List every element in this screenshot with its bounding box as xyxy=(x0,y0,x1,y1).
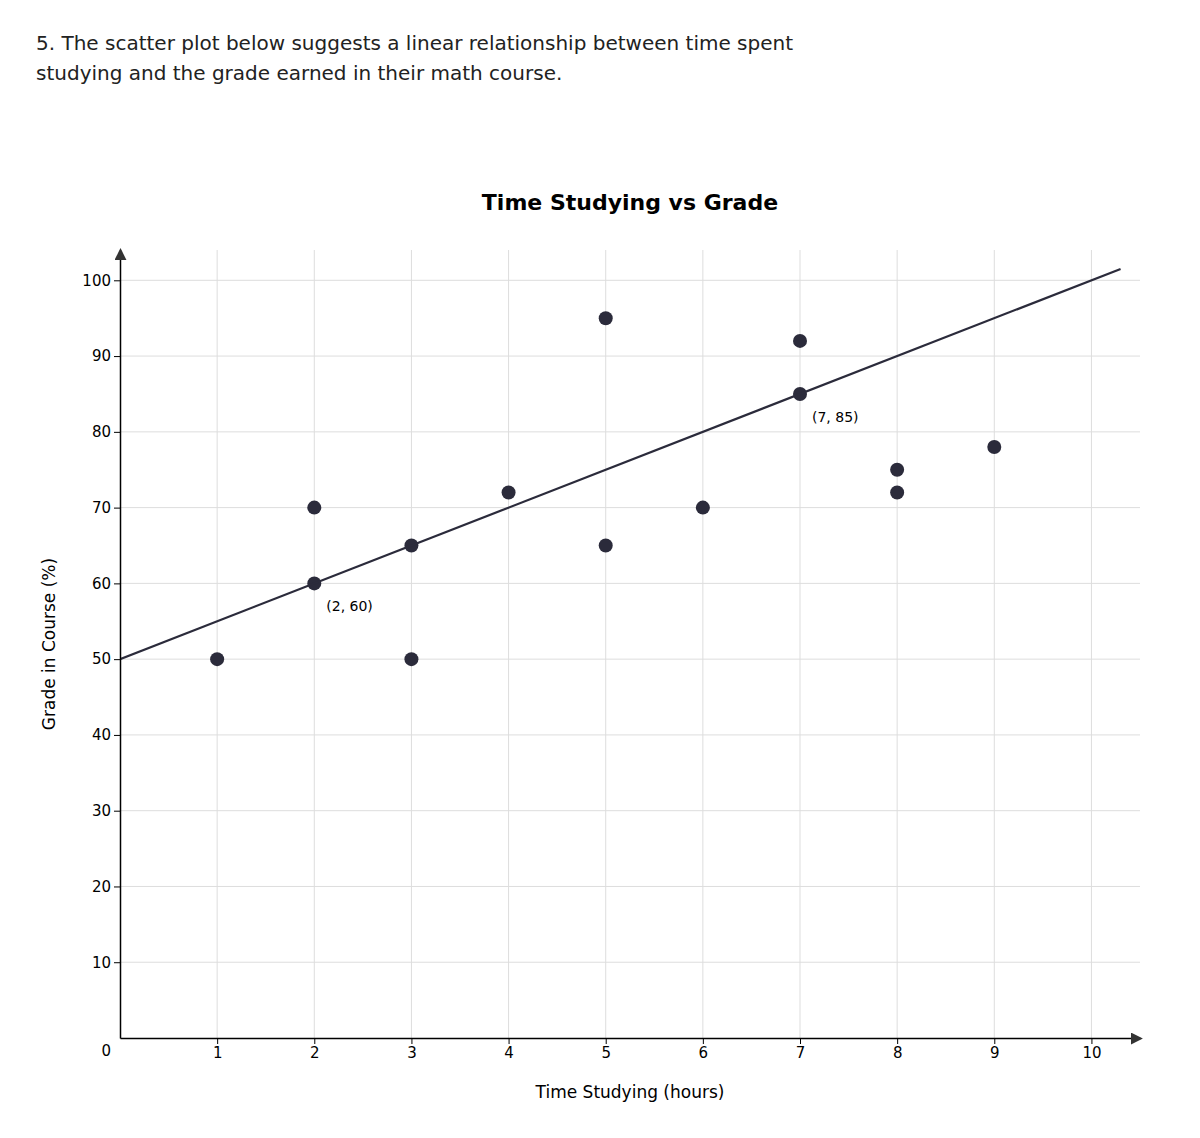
y-tick-mark xyxy=(114,508,120,509)
grid-line-x xyxy=(800,250,801,1038)
scatter-point xyxy=(307,501,321,515)
grid-line-y xyxy=(120,962,1140,963)
grid-line-x xyxy=(702,250,703,1038)
y-tick-label: 90 xyxy=(92,347,111,365)
scatter-point xyxy=(987,440,1001,454)
x-tick-label: 5 xyxy=(601,1044,611,1062)
marks xyxy=(120,269,1121,666)
title: Time Studying vs Grade xyxy=(482,190,778,215)
scatter-point xyxy=(502,485,516,499)
x-axis-label: Time Studying (hours) xyxy=(535,1082,725,1102)
y-tick-mark xyxy=(114,356,120,357)
x-tick-label: 7 xyxy=(796,1044,806,1062)
grid-line-y xyxy=(120,810,1140,811)
x-tick: 9 xyxy=(990,1038,1000,1062)
y-tick-mark xyxy=(114,659,120,660)
x-tick-label: 6 xyxy=(699,1044,709,1062)
fit-line xyxy=(120,269,1121,659)
x-tick: 4 xyxy=(504,1038,514,1062)
x-tick-label: 8 xyxy=(893,1044,903,1062)
y-tick-mark xyxy=(114,280,120,281)
x-tick: 1 xyxy=(213,1038,223,1062)
y-tick-label: 50 xyxy=(92,650,111,668)
grid-line-y xyxy=(120,886,1140,887)
y-tick: 90 xyxy=(92,347,120,365)
y-tick-mark xyxy=(114,886,120,887)
scatter-point xyxy=(210,652,224,666)
scatter-point xyxy=(890,485,904,499)
grid-line-x xyxy=(1091,250,1092,1038)
y-tick: 70 xyxy=(92,499,120,517)
y-tick: 50 xyxy=(92,650,120,668)
scatter-point xyxy=(696,501,710,515)
scatter-point xyxy=(599,539,613,553)
grid-line-x xyxy=(605,250,606,1038)
y-tick-mark xyxy=(114,962,120,963)
grid-line-y xyxy=(120,507,1140,508)
y-tick-label: 10 xyxy=(92,954,111,972)
x-tick: 10 xyxy=(1082,1038,1101,1062)
grid-line-x xyxy=(994,250,995,1038)
grid-line-x xyxy=(897,250,898,1038)
x-tick: 2 xyxy=(310,1038,320,1062)
x-tick-label: 3 xyxy=(407,1044,417,1062)
grid-line-y xyxy=(120,659,1140,660)
x-tick-label: 9 xyxy=(990,1044,1000,1062)
y-tick: 60 xyxy=(92,575,120,593)
chart: 5. The scatter plot below suggests a lin… xyxy=(0,0,1200,1138)
y-axis-line xyxy=(120,251,122,1039)
x-tick-label: 10 xyxy=(1082,1044,1101,1062)
grid-line-y xyxy=(120,280,1140,281)
y-tick-label: 80 xyxy=(92,423,111,441)
y-tick: 20 xyxy=(92,878,120,896)
scatter-point xyxy=(890,463,904,477)
y-tick: 40 xyxy=(92,726,120,744)
x-tick: 5 xyxy=(601,1038,611,1062)
y-tick: 80 xyxy=(92,423,120,441)
y-tick-label: 20 xyxy=(92,878,111,896)
x-tick-label: 1 xyxy=(213,1044,223,1062)
scatter-point xyxy=(793,334,807,348)
x-tick: 8 xyxy=(893,1038,903,1062)
plot-area: 1 2 3 4 5 6 7 8 9 10 10 20 30 40 50 60 70 80 90 100 0 (7, 85)… xyxy=(82,250,1140,1062)
grid-line-x xyxy=(217,250,218,1038)
header-text: 5. The scatter plot below suggests a lin… xyxy=(36,31,793,85)
grid-line-x xyxy=(411,250,412,1038)
y-tick-label: 60 xyxy=(92,575,111,593)
y-axis: 10 20 30 40 50 60 70 80 90 100 xyxy=(82,251,120,1039)
y-tick-label: 100 xyxy=(82,272,111,290)
scatter-point xyxy=(404,652,418,666)
x-tick: 7 xyxy=(796,1038,806,1062)
origin-label: 0 xyxy=(101,1042,111,1060)
y-tick: 100 xyxy=(82,272,120,290)
y-tick-mark xyxy=(114,735,120,736)
grid-line-y xyxy=(120,583,1140,584)
y-tick-mark xyxy=(114,583,120,584)
grid-line-x xyxy=(508,250,509,1038)
y-tick-label: 40 xyxy=(92,726,111,744)
y-tick-label: 30 xyxy=(92,802,111,820)
grid xyxy=(120,250,1140,1038)
y-tick-mark xyxy=(114,811,120,812)
x-tick: 3 xyxy=(407,1038,417,1062)
grid-line-x xyxy=(314,250,315,1038)
scatter-point xyxy=(599,311,613,325)
x-axis-line xyxy=(121,1038,1141,1040)
grid-line-y xyxy=(120,734,1140,735)
y-tick-mark xyxy=(114,432,120,433)
y-tick: 10 xyxy=(92,954,120,972)
y-tick-label: 70 xyxy=(92,499,111,517)
grid-line-y xyxy=(120,356,1140,357)
x-tick: 6 xyxy=(699,1038,709,1062)
annotation: (2, 60) xyxy=(326,598,373,614)
header-line: studying and the grade earned in their m… xyxy=(36,61,562,85)
x-tick-label: 2 xyxy=(310,1044,320,1062)
header-line: 5. The scatter plot below suggests a lin… xyxy=(36,31,793,55)
x-axis: 1 2 3 4 5 6 7 8 9 10 xyxy=(121,1038,1141,1062)
annotation: (7, 85) xyxy=(812,409,859,425)
y-tick: 30 xyxy=(92,802,120,820)
x-tick-label: 4 xyxy=(504,1044,514,1062)
grid-line-y xyxy=(120,431,1140,432)
y-axis-label: Grade in Course (%) xyxy=(39,558,59,730)
